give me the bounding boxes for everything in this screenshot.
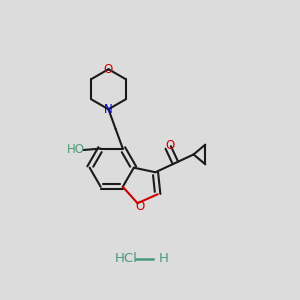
Text: O: O <box>136 200 145 213</box>
Text: N: N <box>104 103 113 116</box>
Text: HCl: HCl <box>115 252 137 266</box>
Text: O: O <box>165 139 174 152</box>
Text: HO: HO <box>67 143 85 156</box>
Text: O: O <box>104 63 113 76</box>
Text: H: H <box>159 252 169 266</box>
